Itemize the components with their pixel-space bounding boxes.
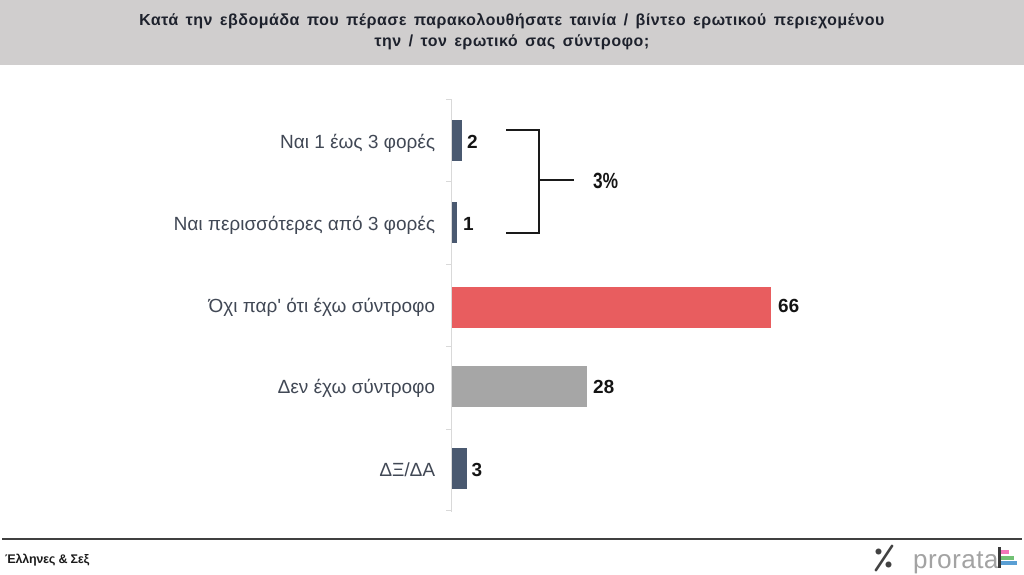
svg-text:3%: 3% (593, 168, 618, 193)
